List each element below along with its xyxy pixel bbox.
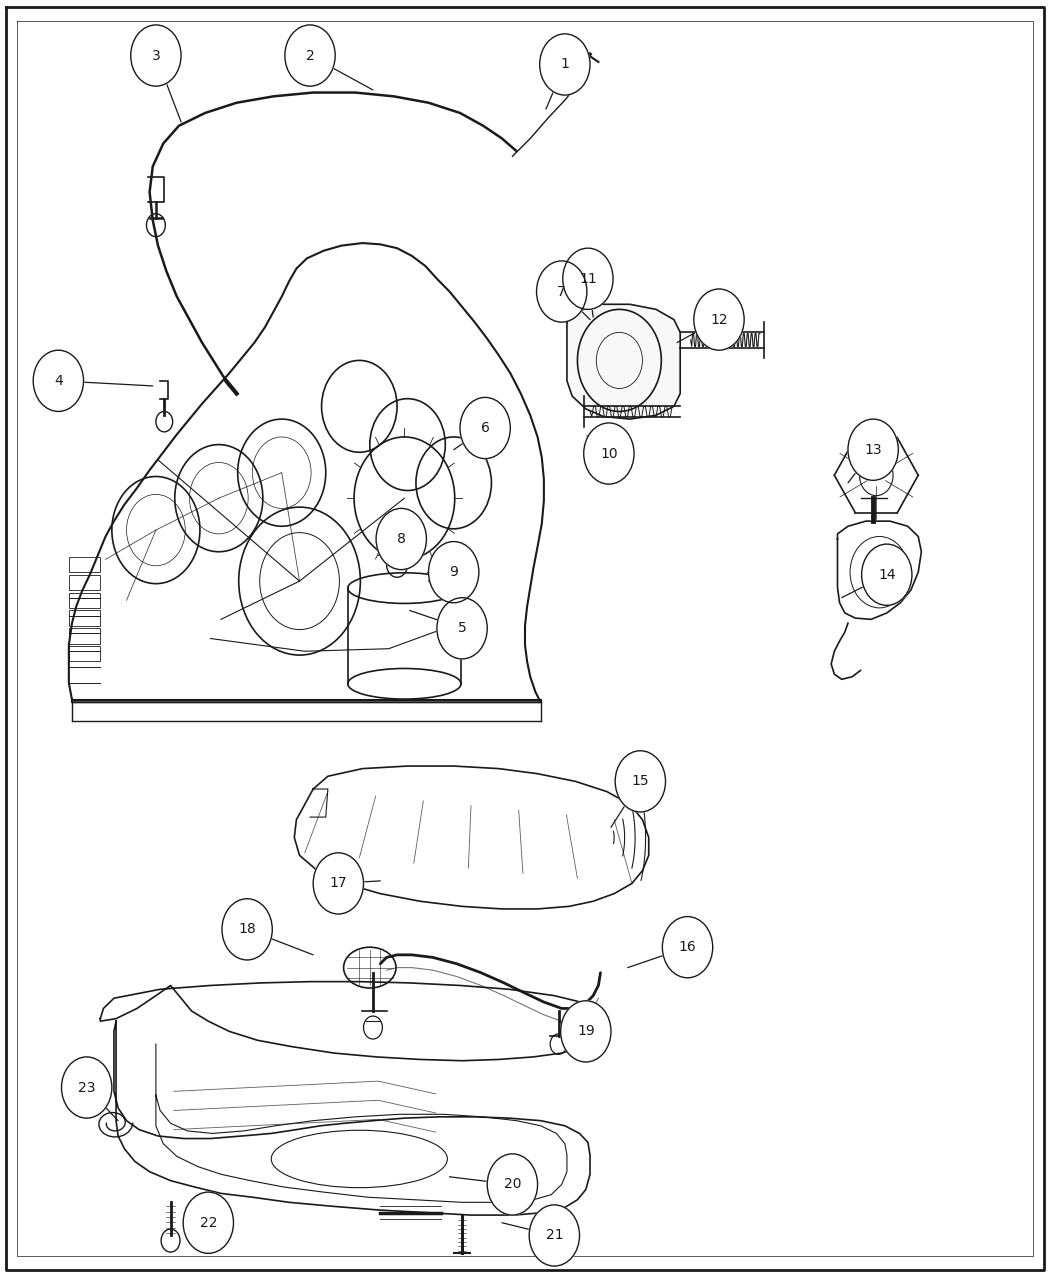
Circle shape (529, 1205, 580, 1266)
Text: 7: 7 (558, 285, 566, 299)
Text: 14: 14 (878, 568, 896, 582)
Circle shape (584, 423, 634, 484)
Circle shape (663, 917, 713, 978)
Circle shape (537, 261, 587, 322)
Text: 2: 2 (306, 49, 314, 63)
Text: 21: 21 (546, 1228, 563, 1243)
Circle shape (376, 508, 426, 570)
Text: 4: 4 (54, 374, 63, 388)
Circle shape (540, 34, 590, 94)
Text: 18: 18 (238, 922, 256, 936)
Polygon shape (567, 304, 680, 419)
Circle shape (561, 1001, 611, 1062)
Text: 17: 17 (330, 876, 348, 890)
Circle shape (848, 419, 899, 480)
Circle shape (460, 397, 510, 458)
Text: 1: 1 (561, 57, 569, 72)
Text: 15: 15 (631, 774, 649, 788)
Circle shape (62, 1057, 112, 1119)
Circle shape (487, 1154, 538, 1216)
Text: 6: 6 (481, 421, 489, 435)
Circle shape (285, 26, 335, 86)
Text: 9: 9 (449, 566, 458, 580)
Text: 3: 3 (151, 49, 161, 63)
Text: 22: 22 (200, 1216, 217, 1230)
Text: 5: 5 (458, 622, 466, 635)
Circle shape (222, 899, 272, 960)
Text: 23: 23 (78, 1080, 96, 1094)
Circle shape (34, 350, 84, 411)
Text: 16: 16 (678, 940, 696, 954)
Text: 11: 11 (579, 272, 596, 286)
Circle shape (183, 1193, 233, 1253)
Text: 8: 8 (397, 533, 405, 547)
Circle shape (437, 598, 487, 659)
Circle shape (694, 289, 744, 350)
Text: 12: 12 (710, 313, 728, 327)
Circle shape (563, 248, 613, 309)
Text: 10: 10 (601, 447, 617, 461)
Circle shape (428, 541, 479, 603)
Text: 20: 20 (504, 1177, 521, 1191)
Circle shape (615, 751, 666, 812)
Circle shape (313, 853, 363, 914)
Text: 13: 13 (864, 443, 882, 457)
Circle shape (862, 544, 912, 605)
Text: 19: 19 (576, 1024, 594, 1038)
Circle shape (130, 26, 181, 86)
